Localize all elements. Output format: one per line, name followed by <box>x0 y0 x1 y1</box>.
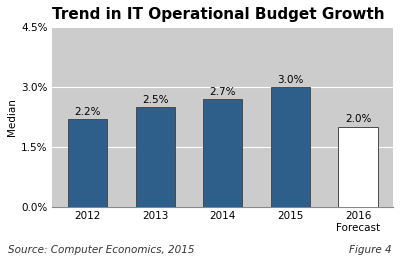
Text: 2.0%: 2.0% <box>345 115 371 124</box>
Text: 3.0%: 3.0% <box>277 75 304 85</box>
Text: 2.7%: 2.7% <box>210 87 236 96</box>
Text: Figure 4: Figure 4 <box>349 245 392 255</box>
Text: 2.5%: 2.5% <box>142 95 168 104</box>
Bar <box>68 119 107 207</box>
Text: Trend in IT Operational Budget Growth: Trend in IT Operational Budget Growth <box>52 7 385 22</box>
Bar <box>136 107 175 207</box>
Y-axis label: Median: Median <box>7 98 17 136</box>
Bar <box>338 127 378 207</box>
Bar <box>203 99 242 207</box>
Text: Source: Computer Economics, 2015: Source: Computer Economics, 2015 <box>8 245 194 255</box>
Bar <box>271 87 310 207</box>
Text: 2.2%: 2.2% <box>74 107 101 117</box>
